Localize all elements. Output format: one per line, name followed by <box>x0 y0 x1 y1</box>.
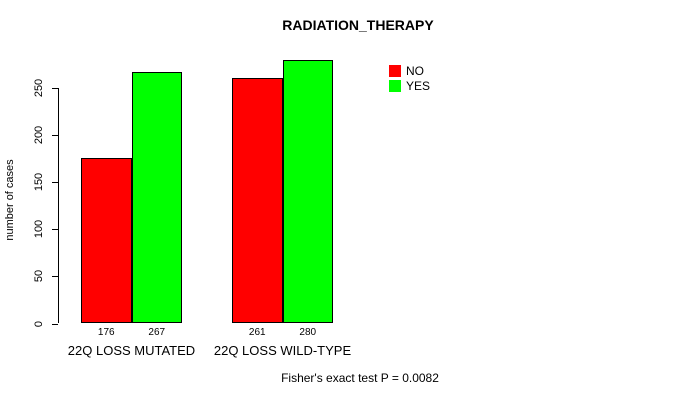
bar-yes-1 <box>131 72 182 324</box>
y-tick-mark <box>52 229 58 231</box>
stat-test-annotation: Fisher's exact test P = 0.0082 <box>281 371 439 385</box>
y-axis-line <box>58 88 59 324</box>
category-label: 22Q LOSS MUTATED <box>67 342 196 358</box>
bar-value-label: 261 <box>248 326 266 338</box>
chart-title: RADIATION_THERAPY <box>282 17 434 33</box>
y-tick-label: 0 <box>33 320 45 327</box>
y-tick-mark <box>52 323 58 325</box>
y-tick-mark <box>52 182 58 184</box>
y-axis-label: number of cases <box>4 159 16 241</box>
legend-swatch-yes <box>389 80 401 92</box>
category-label: 22Q LOSS WILD-TYPE <box>213 342 352 358</box>
legend: NO YES <box>389 64 430 94</box>
bar-value-label: 267 <box>148 326 166 338</box>
bar-value-label: 280 <box>299 326 317 338</box>
bar-value-label: 176 <box>97 326 115 338</box>
y-tick-label: 50 <box>33 270 45 283</box>
y-tick-mark <box>52 276 58 278</box>
y-tick-label: 100 <box>33 220 45 239</box>
bar-no-1 <box>81 157 132 324</box>
y-tick-mark <box>52 135 58 137</box>
legend-label-yes: YES <box>406 79 431 93</box>
y-tick-label: 250 <box>33 79 45 98</box>
legend-label-no: NO <box>406 64 424 78</box>
legend-swatch-no <box>389 65 401 77</box>
bar-yes-2 <box>282 59 333 324</box>
bar-no-2 <box>232 77 283 324</box>
legend-item-no: NO <box>389 64 430 78</box>
y-tick-label: 200 <box>33 126 45 145</box>
y-tick-label: 150 <box>33 173 45 192</box>
legend-item-yes: YES <box>389 79 430 93</box>
y-tick-mark <box>52 88 58 90</box>
